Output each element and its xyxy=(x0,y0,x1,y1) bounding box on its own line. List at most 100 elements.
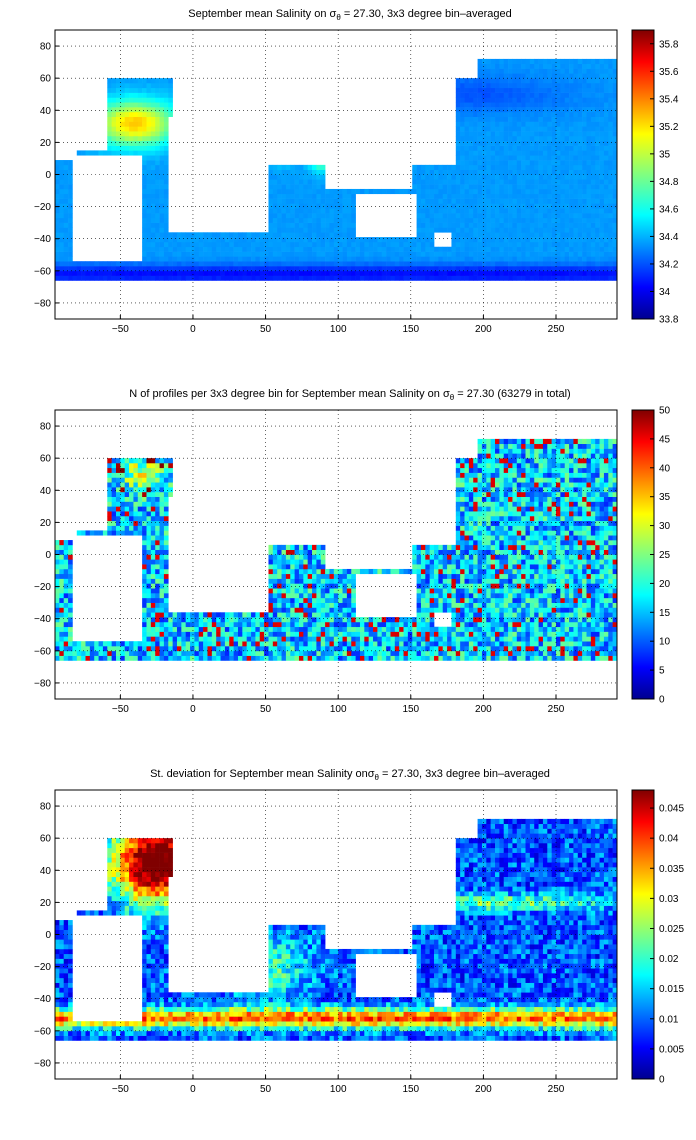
heatmap-cell xyxy=(220,650,226,656)
heatmap-cell xyxy=(573,145,579,151)
heatmap-cell xyxy=(603,275,609,281)
heatmap-cell xyxy=(556,116,561,122)
heatmap-cell xyxy=(237,241,243,248)
heatmap-cell xyxy=(495,208,500,214)
heatmap-cell xyxy=(285,602,291,608)
heatmap-cell xyxy=(542,121,548,127)
heatmap-cell xyxy=(168,462,173,469)
heatmap-cell xyxy=(303,597,308,603)
heatmap-cell xyxy=(460,573,465,579)
heatmap-cell xyxy=(281,266,287,272)
heatmap-cell xyxy=(608,107,613,113)
heatmap-cell xyxy=(107,487,112,493)
heatmap-cell xyxy=(298,554,304,560)
heatmap-cell xyxy=(329,607,335,613)
heatmap-cell xyxy=(325,237,330,243)
heatmap-cell xyxy=(420,621,426,628)
heatmap-cells xyxy=(55,58,618,281)
heatmap-cell xyxy=(551,251,557,257)
heatmap-cell xyxy=(137,641,143,647)
heatmap-cell xyxy=(211,646,217,652)
heatmap-cell xyxy=(468,270,474,276)
heatmap-cell xyxy=(120,266,126,272)
heatmap-cell xyxy=(529,121,535,127)
heatmap-cell xyxy=(529,208,535,214)
heatmap-cell xyxy=(425,568,430,575)
heatmap-cell xyxy=(168,646,173,652)
heatmap-cell xyxy=(150,140,156,146)
heatmap-cell xyxy=(120,270,126,276)
heatmap-cell xyxy=(403,636,409,642)
heatmap-cell xyxy=(438,593,444,599)
heatmap-cell xyxy=(534,261,539,267)
heatmap-cell xyxy=(150,208,156,214)
heatmap-cell xyxy=(329,232,335,238)
heatmap-cell xyxy=(455,256,461,262)
heatmap-cell xyxy=(612,256,618,262)
heatmap-cell xyxy=(481,232,487,238)
heatmap-cell xyxy=(142,169,147,175)
heatmap-cell xyxy=(529,188,535,195)
heatmap-cell xyxy=(438,179,444,185)
heatmap-cell xyxy=(185,650,191,656)
heatmap-cell xyxy=(560,150,566,156)
heatmap-cell xyxy=(538,135,544,142)
heatmap-cell xyxy=(503,213,509,219)
heatmap-cell xyxy=(163,174,169,180)
heatmap-cell xyxy=(612,87,618,93)
heatmap-cell xyxy=(285,184,291,190)
heatmap-cell xyxy=(608,73,613,79)
heatmap-cell xyxy=(595,150,600,156)
heatmap-cell xyxy=(468,217,474,223)
heatmap-cell xyxy=(516,232,522,238)
heatmap-cell xyxy=(251,241,256,248)
heatmap-cell xyxy=(198,270,204,276)
heatmap-cell xyxy=(434,275,439,281)
heatmap-cell xyxy=(560,198,566,204)
heatmap-cell xyxy=(298,597,304,603)
heatmap-cell xyxy=(146,107,152,113)
heatmap-cell xyxy=(63,261,69,267)
heatmap-cell xyxy=(464,155,470,161)
heatmap-cell xyxy=(368,621,374,628)
heatmap-cell xyxy=(490,174,496,180)
heatmap-cell xyxy=(159,549,165,555)
heatmap-cell xyxy=(150,593,156,599)
heatmap-cell xyxy=(516,73,522,79)
heatmap-cell xyxy=(599,203,605,209)
heatmap-cell xyxy=(312,270,317,276)
heatmap-cell xyxy=(425,626,430,632)
heatmap-cell xyxy=(420,275,426,281)
heatmap-cell xyxy=(551,150,557,156)
heatmap-cell xyxy=(547,150,552,156)
heatmap-cell xyxy=(107,472,112,478)
heatmap-cell xyxy=(464,208,470,214)
heatmap-cell xyxy=(529,169,535,175)
heatmap-cell xyxy=(381,251,387,257)
heatmap-cell xyxy=(477,164,483,170)
heatmap-cell xyxy=(608,251,613,257)
heatmap-cell xyxy=(72,655,78,661)
heatmap-cell xyxy=(503,246,509,252)
heatmap-cell xyxy=(490,266,496,272)
heatmap-cell xyxy=(468,111,474,117)
heatmap-cell xyxy=(425,237,430,243)
heatmap-cell xyxy=(142,530,147,536)
heatmap-cell xyxy=(481,145,487,151)
heatmap-cell xyxy=(608,169,613,175)
heatmap-cell xyxy=(98,646,104,652)
heatmap-cell xyxy=(547,145,552,151)
heatmap-cell xyxy=(412,169,417,175)
heatmap-cell xyxy=(490,188,496,195)
heatmap-cell xyxy=(451,636,457,642)
heatmap-cell xyxy=(560,169,566,175)
heatmap-cell xyxy=(246,621,252,628)
heatmap-cell xyxy=(220,655,226,661)
heatmap-cell xyxy=(142,612,147,618)
heatmap-cell xyxy=(159,232,165,238)
heatmap-cell xyxy=(486,63,491,69)
heatmap-cell xyxy=(59,564,65,570)
heatmap-cell xyxy=(495,275,500,281)
heatmap-cell xyxy=(438,164,444,170)
heatmap-cell xyxy=(529,155,535,161)
